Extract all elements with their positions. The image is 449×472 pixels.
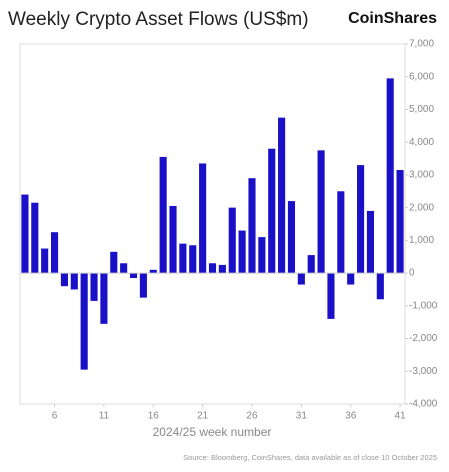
bar: [21, 194, 29, 274]
bar: [327, 273, 335, 319]
bar: [80, 273, 88, 370]
bar: [357, 165, 365, 274]
bar: [100, 273, 108, 324]
bar: [110, 251, 118, 274]
bar: [60, 273, 68, 287]
y-tick-label: 4,000: [409, 137, 434, 148]
y-tick-label: 5,000: [409, 104, 434, 115]
bar: [31, 202, 39, 274]
bar: [149, 269, 157, 274]
bar: [70, 273, 78, 290]
bar: [396, 170, 404, 274]
bar: [337, 191, 345, 274]
x-tick-label: 6: [52, 411, 58, 422]
bar: [258, 237, 266, 274]
bar: [317, 150, 325, 274]
x-tick-label: 31: [296, 411, 308, 422]
chart-title: Weekly Crypto Asset Flows (US$m): [8, 9, 309, 30]
y-tick-label: 7,000: [409, 39, 434, 50]
y-tick-label: 2,000: [409, 202, 434, 213]
y-tick-label: 6,000: [409, 71, 434, 82]
y-tick-label: -3,000: [409, 366, 438, 377]
bar: [248, 178, 256, 274]
bar: [179, 243, 187, 274]
bar: [129, 273, 138, 278]
plot-frame: [19, 43, 406, 405]
y-tick-label: 0: [409, 268, 415, 279]
bar: [120, 263, 128, 274]
bar: [139, 273, 147, 298]
bar: [307, 255, 315, 274]
bar: [50, 232, 59, 274]
source-note: Source: Bloomberg, CoinShares, data avai…: [183, 453, 437, 462]
y-tick-label: 3,000: [409, 170, 434, 181]
bar: [218, 264, 226, 274]
bar: [386, 78, 394, 274]
bar: [376, 273, 384, 300]
bar: [347, 273, 355, 285]
brand-logo: CoinShares: [348, 10, 437, 27]
y-tick-label: 1,000: [409, 235, 434, 246]
bar: [159, 156, 167, 274]
bar: [228, 207, 236, 274]
x-tick-label: 41: [395, 411, 407, 422]
bar: [268, 148, 276, 274]
bar: [297, 273, 305, 285]
bar: [366, 210, 375, 274]
y-tick-label: -1,000: [409, 300, 438, 311]
bar: [41, 248, 49, 274]
bar: [278, 117, 286, 274]
bar: [287, 201, 296, 274]
bar: [199, 163, 207, 274]
x-tick-label: 36: [345, 411, 357, 422]
y-tick-label: -4,000: [409, 399, 438, 410]
bar: [238, 230, 246, 274]
y-tick-label: -2,000: [409, 333, 438, 344]
bar: [169, 206, 177, 274]
x-tick-label: 21: [197, 411, 209, 422]
x-tick-label: 11: [99, 411, 110, 422]
bar: [189, 245, 197, 274]
x-axis-label: 2024/25 week number: [153, 425, 272, 439]
x-tick-label: 26: [246, 411, 258, 422]
x-tick-label: 16: [148, 411, 160, 422]
bar: [208, 263, 217, 274]
bar: [90, 273, 98, 301]
